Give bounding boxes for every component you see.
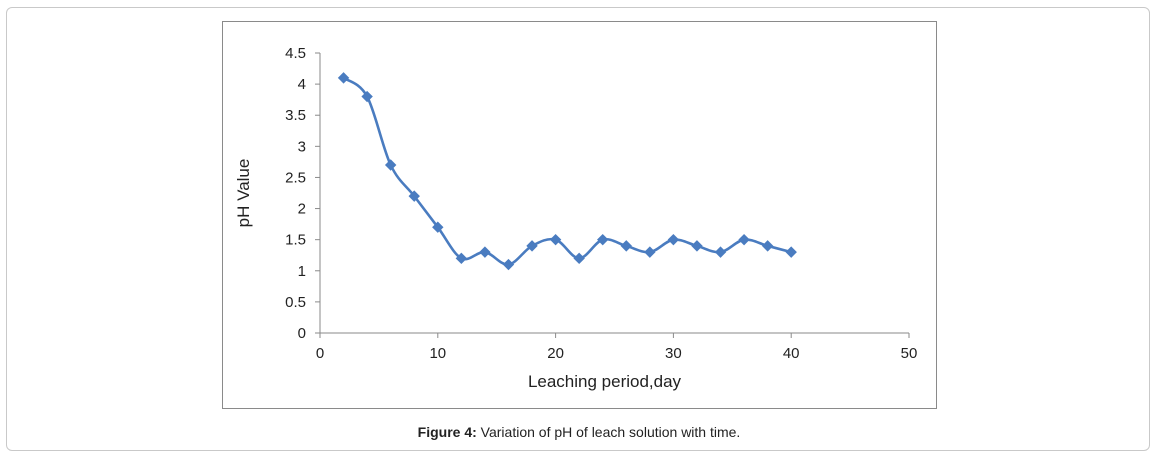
data-point-marker xyxy=(384,159,397,171)
data-point-marker xyxy=(761,240,774,252)
data-point-marker xyxy=(738,233,750,246)
x-tick-label: 30 xyxy=(665,345,682,362)
y-tick-label: 3 xyxy=(298,138,306,155)
y-tick-label: 1 xyxy=(298,263,306,280)
chart-area: 0 0.5 1 1.5 2 2.5 3 3.5 4 4.5 0 10 20 30 40 50 Leaching … xyxy=(222,21,937,409)
x-tick-label: 40 xyxy=(783,345,800,362)
y-tick-label: 3.5 xyxy=(285,107,306,124)
figure-caption: Figure 4: Variation of pH of leach solut… xyxy=(0,424,1158,440)
data-point-marker xyxy=(455,252,468,265)
data-point-marker xyxy=(432,221,444,233)
x-tick-label: 0 xyxy=(316,345,324,362)
data-point-marker xyxy=(573,252,585,265)
x-tick-label: 50 xyxy=(901,345,918,362)
y-tick-label: 0.5 xyxy=(285,294,306,311)
data-point-marker xyxy=(479,246,491,258)
data-point-marker xyxy=(526,240,538,252)
line-chart: 0 0.5 1 1.5 2 2.5 3 3.5 4 4.5 0 10 20 30 40 50 Leaching … xyxy=(234,45,918,391)
y-axis-title: pH Value xyxy=(234,159,253,228)
caption-label: Figure 4: xyxy=(417,424,477,440)
y-tick-label: 0 xyxy=(298,325,306,342)
data-point-marker xyxy=(337,72,350,84)
data-point-marker xyxy=(549,233,562,246)
y-tick-label: 4 xyxy=(298,76,306,93)
data-point-marker xyxy=(785,246,797,258)
y-tick-label: 2.5 xyxy=(285,169,306,186)
data-point-marker xyxy=(714,246,727,258)
x-axis-title: Leaching period,day xyxy=(528,372,682,391)
series-line xyxy=(342,76,792,266)
y-tick-label: 1.5 xyxy=(285,232,306,249)
y-tick-label: 2 xyxy=(298,201,306,218)
data-point-marker xyxy=(667,233,680,246)
caption-text: Variation of pH of leach solution with t… xyxy=(480,424,741,440)
data-point-marker xyxy=(361,90,373,103)
data-point-marker xyxy=(502,258,515,271)
y-tick-label: 4.5 xyxy=(285,45,306,62)
data-point-marker xyxy=(691,240,703,252)
x-tick-label: 10 xyxy=(429,345,446,362)
data-point-marker xyxy=(408,190,420,202)
x-tick-label: 20 xyxy=(547,345,564,362)
data-point-marker xyxy=(597,233,609,246)
data-point-marker xyxy=(644,246,656,258)
data-point-marker xyxy=(620,240,632,252)
